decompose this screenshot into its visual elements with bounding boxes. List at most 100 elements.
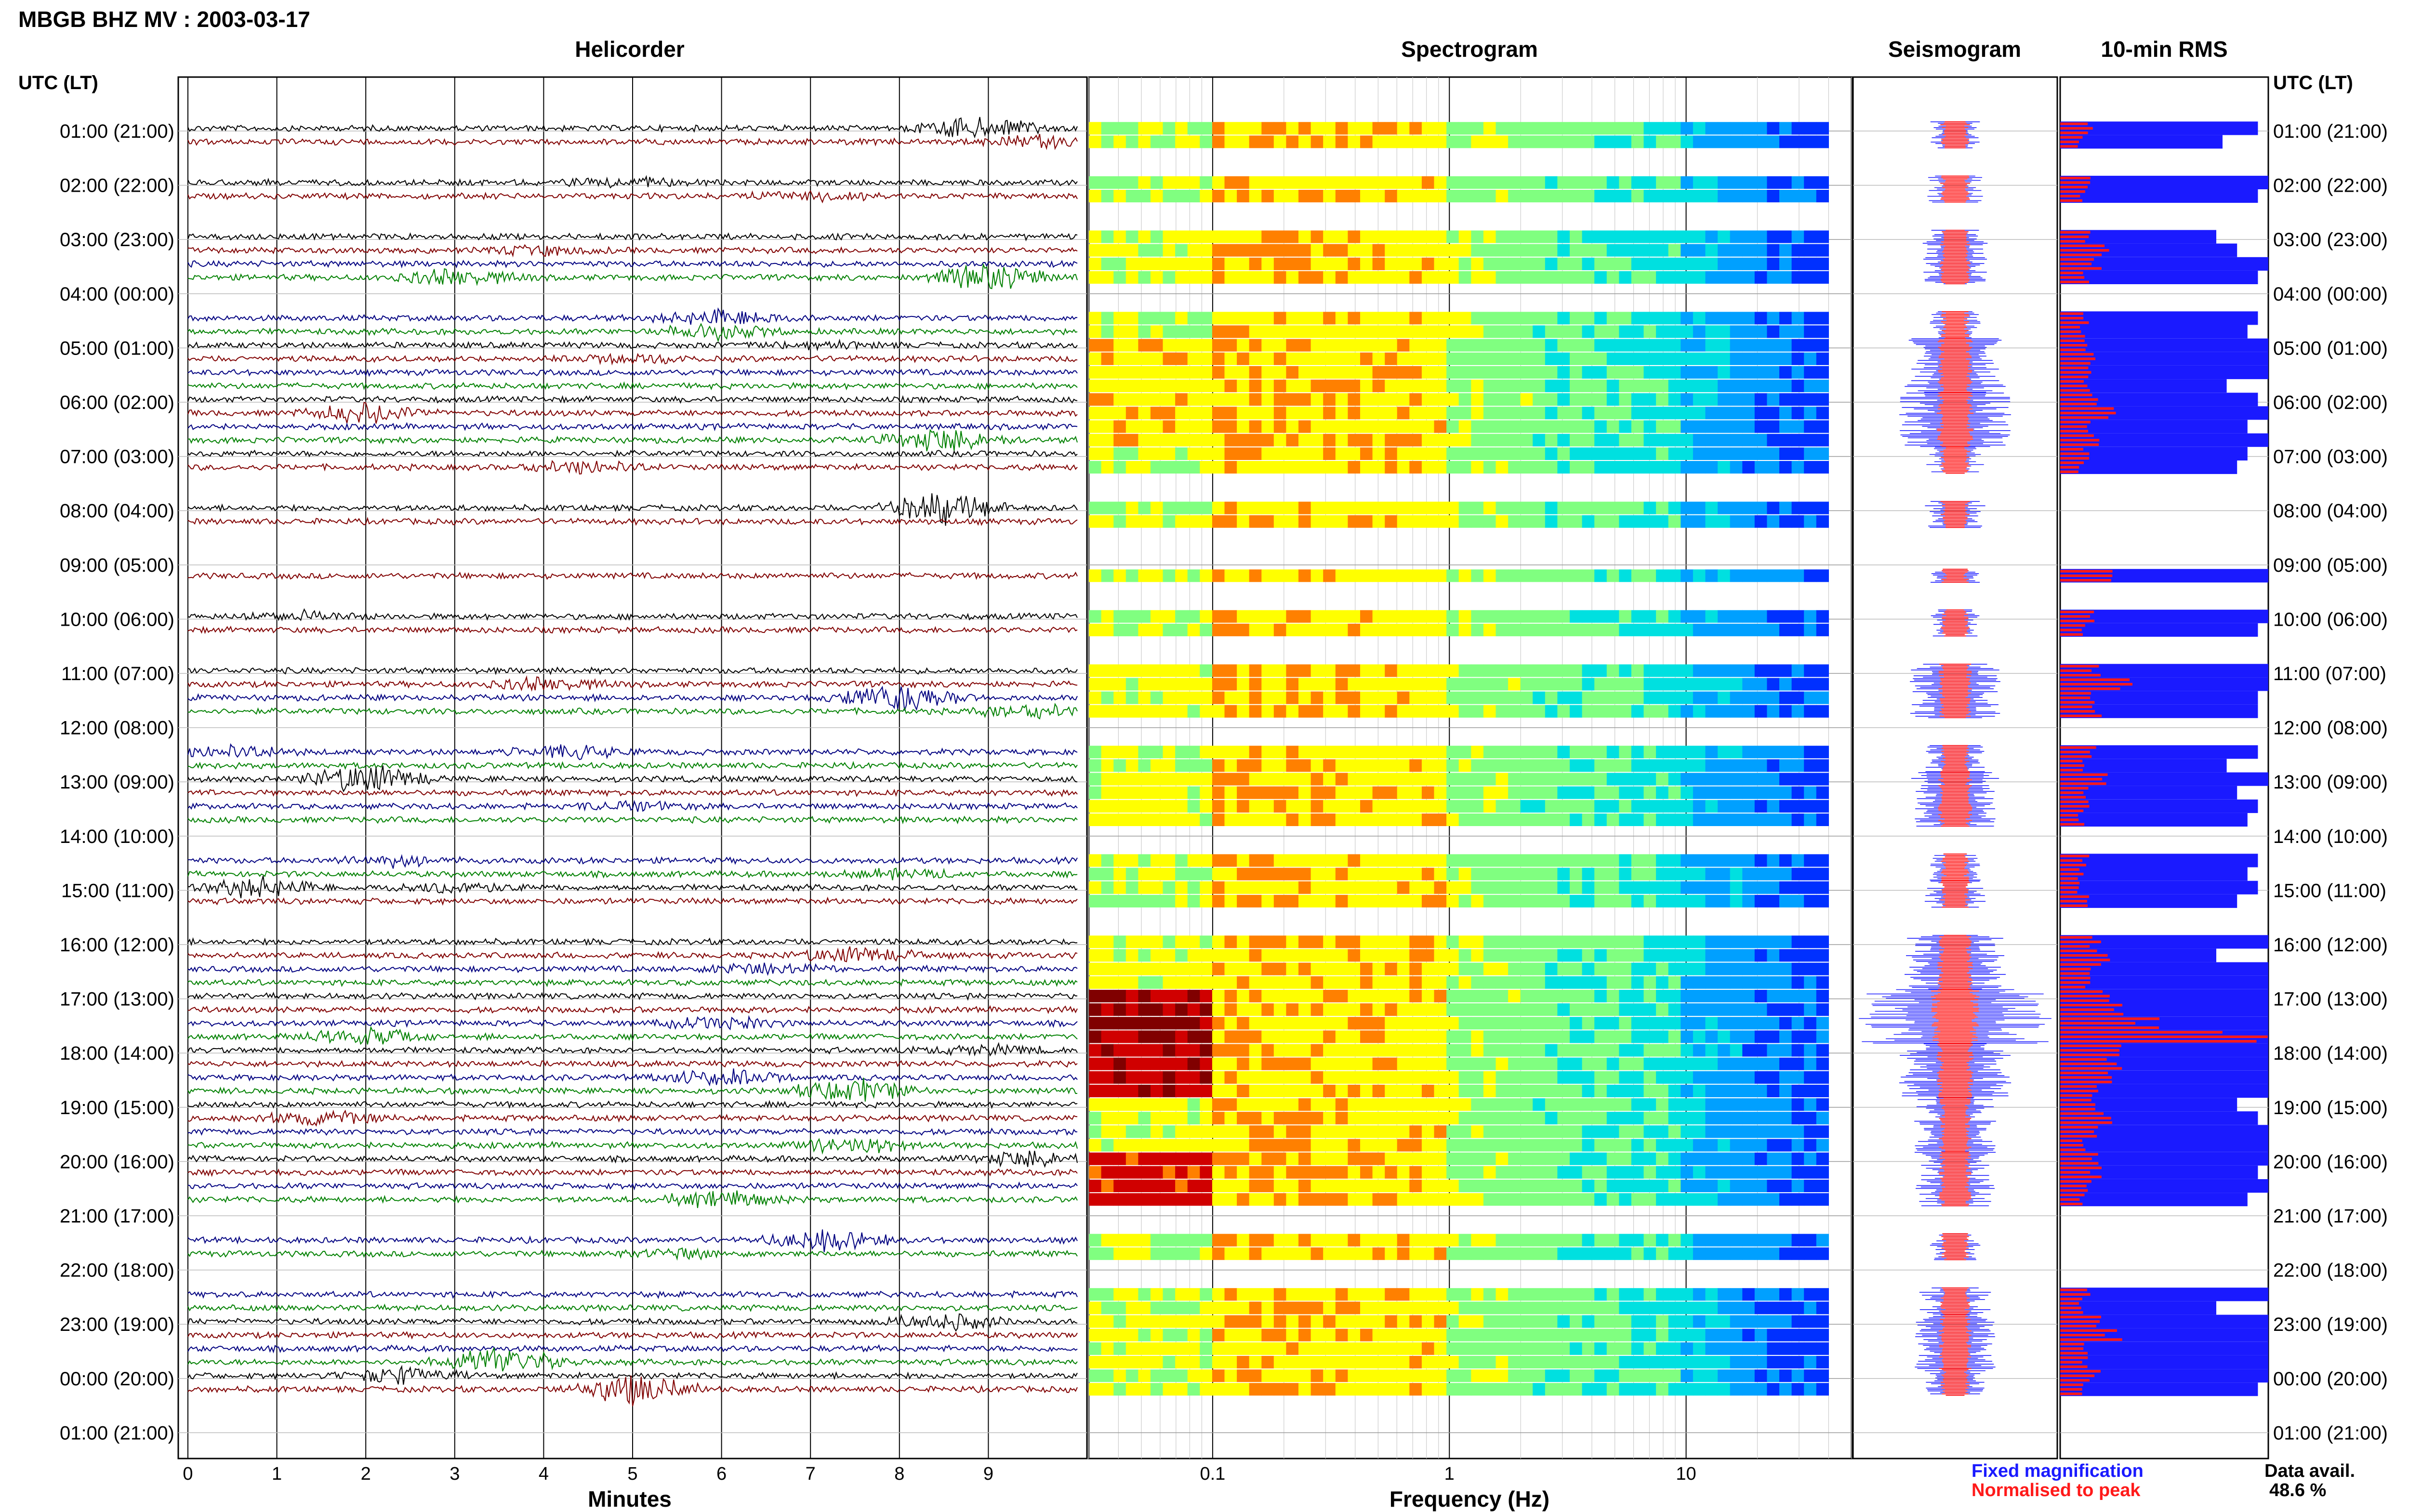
- spectrogram-cell: [1458, 244, 1471, 257]
- spectrogram-cell: [1323, 1234, 1336, 1247]
- spectrogram-cell: [1286, 1383, 1299, 1396]
- seismogram-normalised-trace: [1940, 881, 1970, 908]
- helicorder-trace: [187, 353, 1078, 366]
- spectrogram-cell: [1619, 1288, 1632, 1301]
- rms-normalised-bar: [2060, 452, 2090, 455]
- spectrogram-cell: [1298, 501, 1311, 514]
- spectrogram-cell: [1261, 962, 1274, 975]
- spectrogram-cell: [1458, 366, 1471, 379]
- spectrogram-cell: [1681, 325, 1694, 338]
- spectrogram-cell: [1458, 1383, 1471, 1396]
- spectrogram-cell: [1224, 1234, 1237, 1247]
- spectrogram-cell: [1224, 664, 1237, 677]
- spectrogram-cell: [1187, 366, 1200, 379]
- spectrogram-cell: [1273, 366, 1286, 379]
- spectrogram-cell: [1298, 1152, 1311, 1165]
- spectrogram-cell: [1606, 366, 1619, 379]
- spectrogram-cell: [1360, 962, 1373, 975]
- spectrogram-cell: [1409, 800, 1422, 813]
- spectrogram-cell: [1434, 1193, 1447, 1206]
- spectrogram-cell: [1643, 230, 1656, 243]
- spectrogram-cell: [1409, 1355, 1422, 1368]
- spectrogram-cell: [1150, 1328, 1164, 1341]
- spectrogram-cell: [1150, 854, 1164, 867]
- spectrogram-cell: [1310, 1355, 1324, 1368]
- spectrogram-cell: [1816, 773, 1829, 786]
- spectrogram-cell: [1631, 1234, 1644, 1247]
- spectrogram-cell: [1200, 325, 1213, 338]
- rms-normalised-bar: [2060, 936, 2092, 939]
- spectrogram-cell: [1631, 515, 1644, 528]
- spectrogram-cell: [1791, 773, 1804, 786]
- spectrogram-cell: [1273, 1057, 1286, 1070]
- spectrogram-cell: [1335, 176, 1348, 189]
- spectrogram-cell: [1261, 1044, 1274, 1057]
- spectrogram-cell: [1718, 746, 1731, 759]
- spectrogram-cell: [1643, 1247, 1656, 1260]
- spectrogram-cell: [1471, 407, 1484, 420]
- spectrogram-cell: [1163, 447, 1176, 460]
- spectrogram-cell: [1668, 854, 1681, 867]
- spectrogram-cell: [1224, 122, 1237, 135]
- spectrogram-cell: [1200, 881, 1213, 894]
- helicorder-trace: [187, 339, 1078, 352]
- spectrogram-cell: [1816, 1234, 1829, 1247]
- spectrogram-cell: [1594, 1302, 1607, 1315]
- spectrogram-cell: [1508, 1166, 1521, 1179]
- spectrogram-cell: [1668, 135, 1681, 148]
- spectrogram-cell: [1730, 461, 1743, 474]
- spectrogram-cell: [1520, 962, 1533, 975]
- spectrogram-cell: [1200, 190, 1213, 203]
- spectrogram-cell: [1619, 352, 1632, 365]
- spectrogram-cell: [1200, 773, 1213, 786]
- spectrogram-cell: [1089, 1166, 1102, 1179]
- spectrogram-cell: [1397, 271, 1410, 284]
- spectrogram-cell: [1163, 1383, 1176, 1396]
- spectrogram-cell: [1705, 691, 1718, 704]
- spectrogram-cell: [1335, 1030, 1348, 1043]
- spectrogram-cell: [1718, 949, 1731, 962]
- spectrogram-cell: [1125, 1234, 1138, 1247]
- spectrogram-cell: [1619, 1017, 1632, 1030]
- spectrogram-cell: [1446, 393, 1459, 406]
- spectrogram-cell: [1261, 1369, 1274, 1382]
- spectrogram-cell: [1372, 366, 1385, 379]
- spectrogram-cell: [1138, 1288, 1151, 1301]
- spectrogram-cell: [1175, 1234, 1188, 1247]
- spectrogram-cell: [1421, 420, 1435, 433]
- spectrogram-cell: [1681, 935, 1694, 948]
- rms-normalised-bar: [2060, 579, 2111, 582]
- spectrogram-cell: [1705, 271, 1718, 284]
- spectrogram-cell: [1261, 569, 1274, 582]
- spectrogram-cell: [1385, 813, 1398, 826]
- spectrogram-cell: [1483, 746, 1496, 759]
- spectrogram-cell: [1668, 176, 1681, 189]
- spectrogram-cell: [1200, 1234, 1213, 1247]
- spectrogram-cell: [1496, 190, 1509, 203]
- spectrogram-cell: [1089, 786, 1102, 799]
- spectrogram-cell: [1385, 501, 1398, 514]
- spectrogram-cell: [1496, 1288, 1509, 1301]
- spectrogram-cell: [1656, 122, 1669, 135]
- spectrogram-cell: [1446, 813, 1459, 826]
- spectrogram-cell: [1372, 664, 1385, 677]
- spectrogram-cell: [1619, 515, 1632, 528]
- spectrogram-cell: [1816, 135, 1829, 148]
- spectrogram-cell: [1458, 1369, 1471, 1382]
- spectrogram-cell: [1446, 881, 1459, 894]
- spectrogram-cell: [1113, 800, 1126, 813]
- spectrogram-cell: [1397, 746, 1410, 759]
- spectrogram-cell: [1348, 1193, 1361, 1206]
- spectrogram-cell: [1791, 705, 1804, 718]
- rms-normalised-bar: [2060, 615, 2090, 618]
- spectrogram-cell: [1705, 447, 1718, 460]
- spectrogram-cell: [1409, 1044, 1422, 1057]
- spectrogram-cell: [1273, 339, 1286, 352]
- spectrogram-cell: [1557, 746, 1570, 759]
- spectrogram-cell: [1816, 122, 1829, 135]
- spectrogram-cell: [1421, 1017, 1435, 1030]
- rms-normalised-bar: [2060, 823, 2084, 826]
- spectrogram-cell: [1656, 393, 1669, 406]
- spectrogram-cell: [1545, 1152, 1558, 1165]
- spectrogram-cell: [1150, 461, 1164, 474]
